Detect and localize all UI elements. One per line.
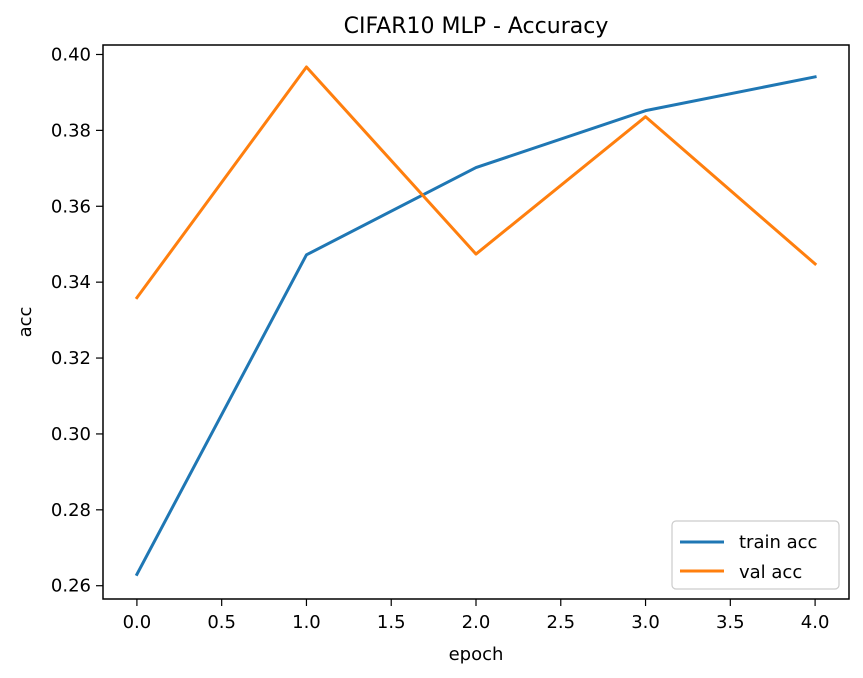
x-tick-label: 1.0 [292, 612, 321, 633]
y-tick-label: 0.40 [51, 44, 91, 65]
y-tick-label: 0.38 [51, 120, 91, 141]
series-line-val-acc [134, 65, 818, 300]
y-axis: 0.26 0.28 0.30 0.32 0.34 0.36 0.38 0.40 [51, 44, 103, 597]
x-tick-label: 0.0 [123, 612, 152, 633]
x-axis: 0.0 0.5 1.0 1.5 2.0 2.5 3.0 3.5 4.0 [123, 599, 830, 633]
legend-label-train-acc: train acc [739, 532, 817, 553]
y-tick-label: 0.34 [51, 272, 91, 293]
y-axis-label: acc [15, 307, 36, 338]
plot-area [134, 65, 818, 577]
x-tick-label: 3.5 [716, 612, 745, 633]
series-line-train-acc [134, 75, 817, 577]
x-tick-label: 4.0 [801, 612, 830, 633]
y-tick-label: 0.36 [51, 196, 91, 217]
y-tick-label: 0.30 [51, 424, 91, 445]
legend: train acc val acc [671, 520, 840, 590]
x-tick-label: 3.0 [631, 612, 660, 633]
x-tick-label: 2.0 [462, 612, 491, 633]
x-tick-label: 1.5 [377, 612, 406, 633]
y-tick-label: 0.32 [51, 348, 91, 369]
x-tick-label: 2.5 [546, 612, 575, 633]
chart-title: CIFAR10 MLP - Accuracy [344, 14, 609, 39]
y-tick-label: 0.26 [51, 576, 91, 597]
x-axis-label: epoch [449, 644, 504, 665]
legend-label-val-acc: val acc [739, 562, 802, 583]
y-tick-label: 0.28 [51, 500, 91, 521]
plot-frame [102, 44, 850, 600]
x-tick-label: 0.5 [207, 612, 236, 633]
